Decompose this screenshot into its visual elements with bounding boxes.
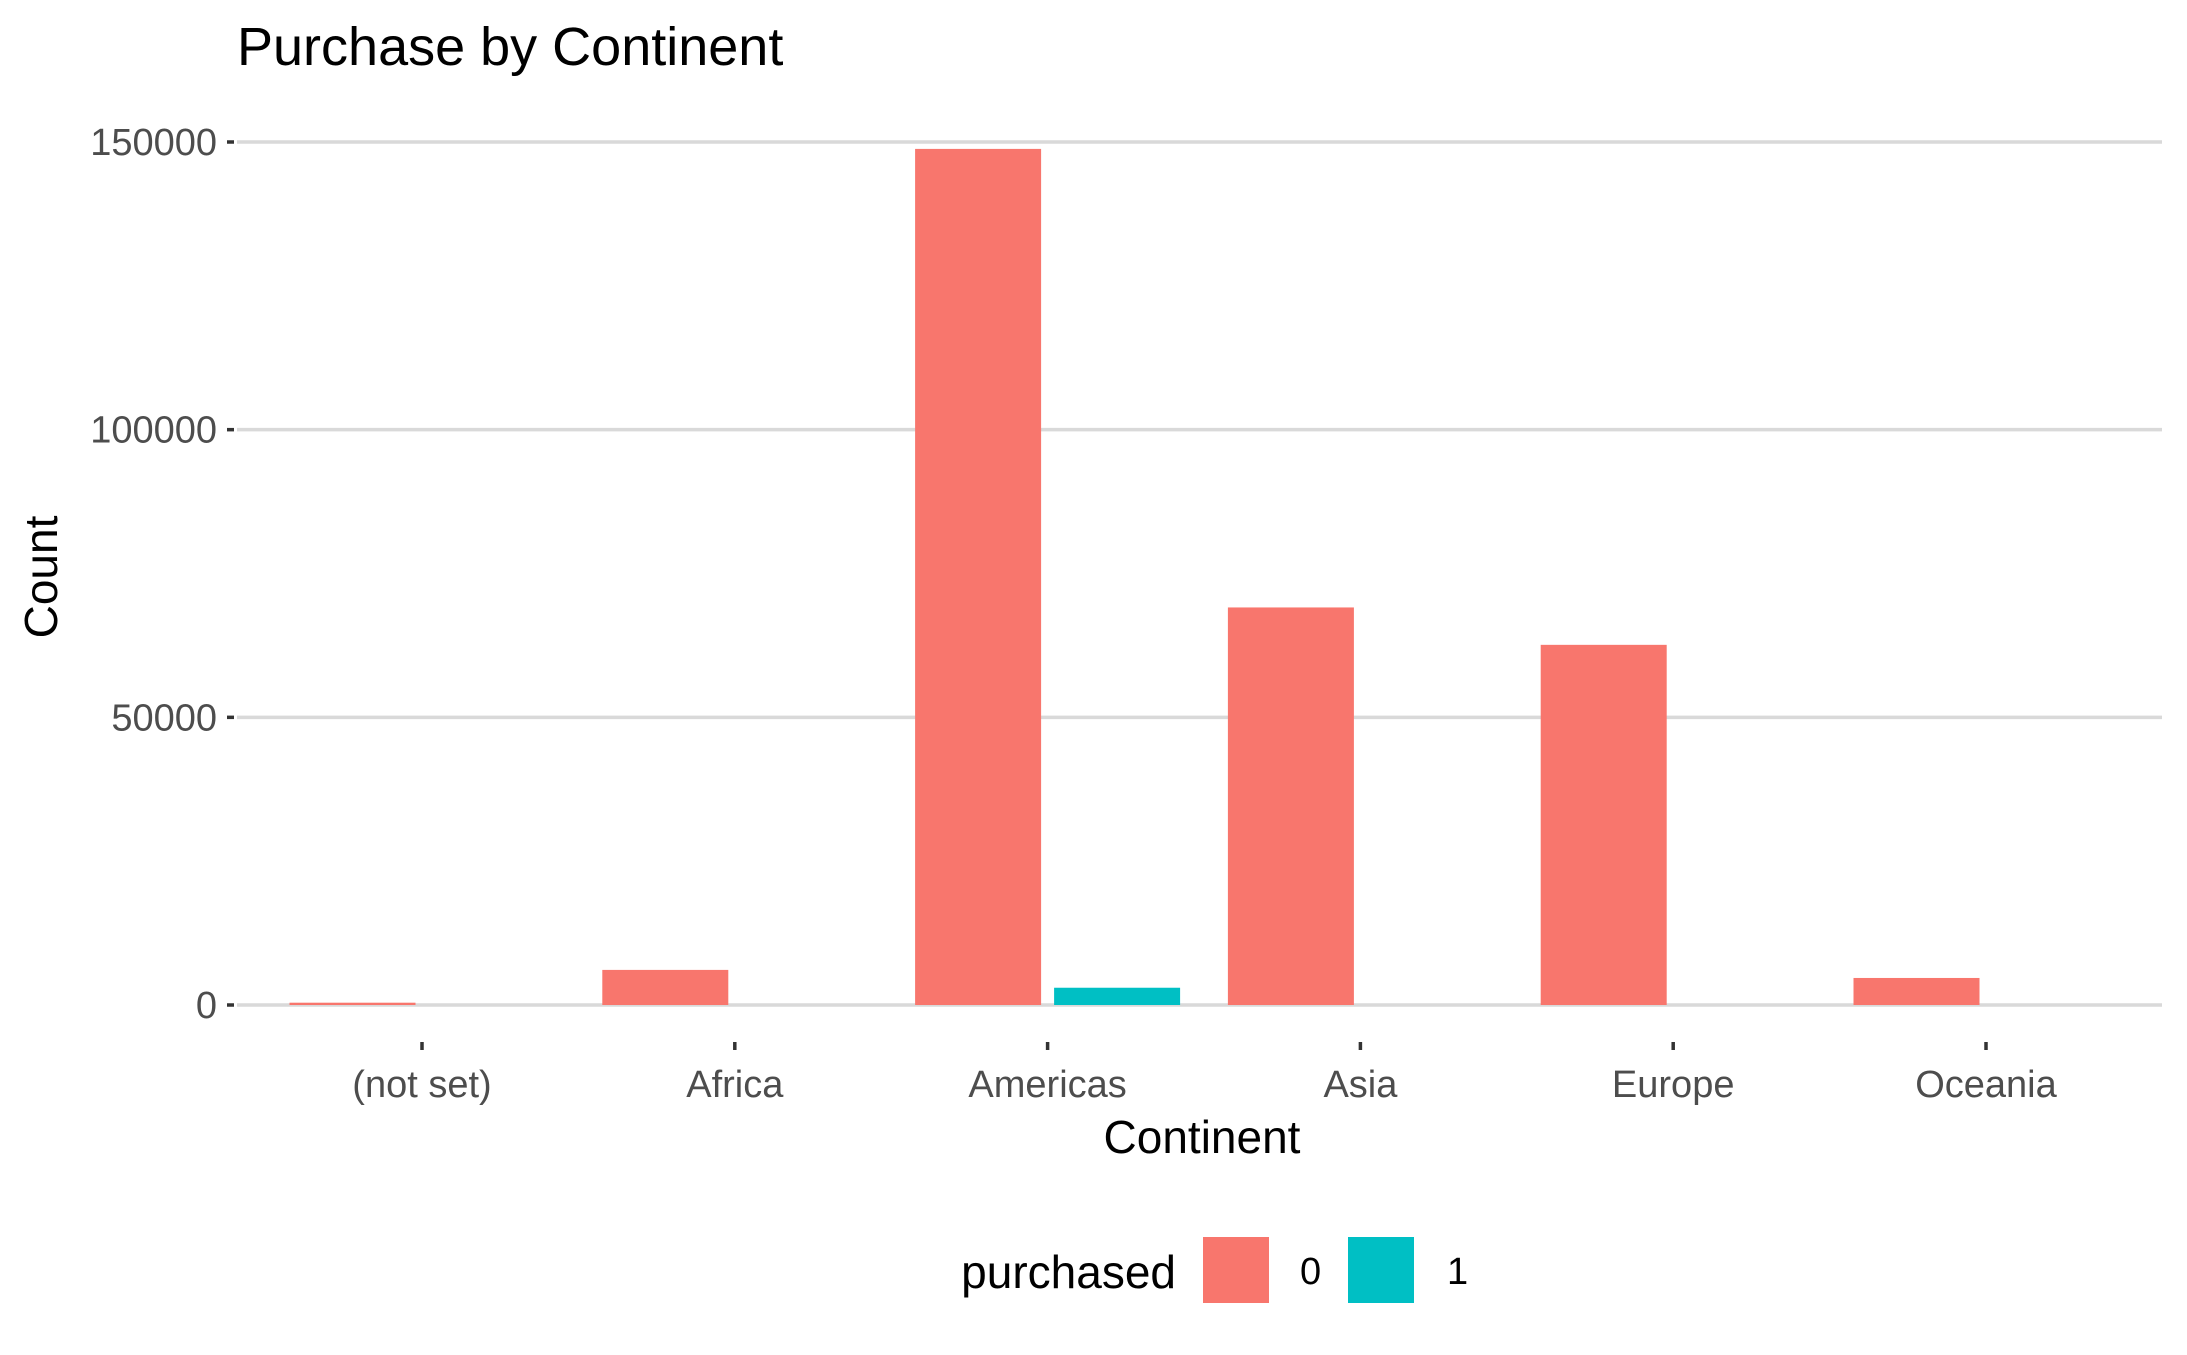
bar-americas-series-1 — [1054, 987, 1181, 1005]
x-axis: (not set) Africa Americas Asia Europe Oceania — [352, 1042, 2058, 1106]
x-tick-label: Oceania — [1915, 1064, 2057, 1106]
legend-label-0: 0 — [1300, 1251, 1321, 1293]
x-axis-title: Continent — [1104, 1111, 1301, 1163]
y-tick-label: 0 — [196, 985, 217, 1027]
y-tick-label: 150000 — [90, 122, 217, 164]
x-tick-label: Americas — [968, 1064, 1126, 1106]
legend-title: purchased — [961, 1246, 1176, 1298]
y-tick-label: 50000 — [111, 697, 217, 739]
legend-label-1: 1 — [1447, 1251, 1468, 1293]
legend: purchased 0 1 — [961, 1237, 1468, 1303]
legend-key-0 — [1203, 1237, 1269, 1303]
gridlines — [237, 140, 2162, 1007]
bar-oceania-series-0 — [1853, 977, 1980, 1005]
y-tick-label: 100000 — [90, 410, 217, 452]
x-tick-label: Africa — [686, 1064, 784, 1106]
legend-key-1 — [1348, 1237, 1414, 1303]
x-tick-label: Europe — [1612, 1064, 1735, 1106]
bar-africa-series-0 — [602, 969, 729, 1005]
chart-title: Purchase by Continent — [237, 17, 783, 77]
x-tick-label: (not set) — [352, 1064, 491, 1106]
bars — [289, 148, 1980, 1006]
bar-americas-series-0 — [915, 148, 1042, 1006]
y-axis-title: Count — [15, 515, 67, 638]
y-axis: 0 50000 100000 150000 — [90, 122, 234, 1027]
bar-asia-series-0 — [1227, 607, 1354, 1005]
bar-not-set-series-0 — [289, 1002, 416, 1005]
x-tick-label: Asia — [1323, 1064, 1398, 1106]
bar-europe-series-0 — [1540, 644, 1667, 1005]
